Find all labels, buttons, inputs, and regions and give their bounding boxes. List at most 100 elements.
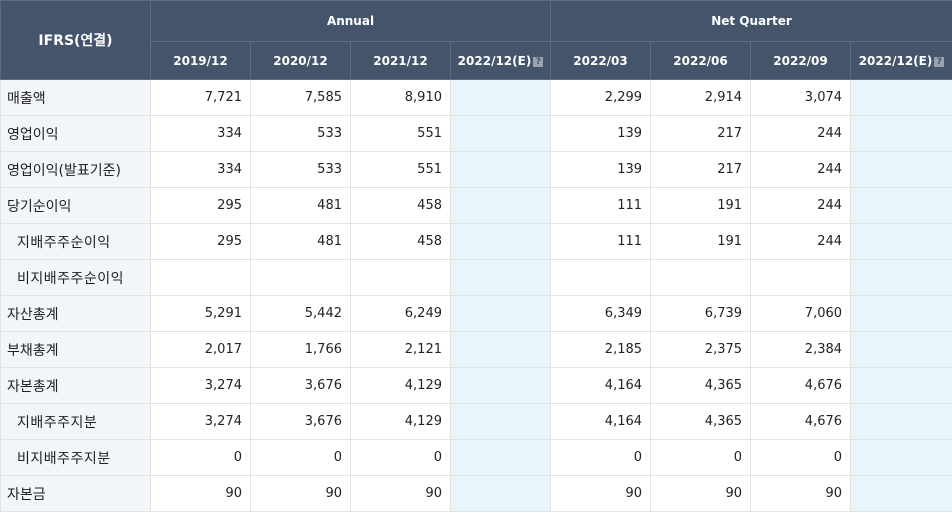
value-cell: 6,739	[650, 295, 752, 332]
value-cell: 0	[150, 439, 251, 476]
estimate-cell	[449, 151, 552, 188]
value-cell: 2,375	[650, 331, 752, 368]
net-quarter-group-header: Net Quarter	[550, 0, 952, 42]
period-header: 2020/12	[250, 41, 351, 80]
value-cell: 7,060	[750, 295, 852, 332]
period-header-estimate: 2022/12(E)?	[850, 41, 952, 80]
estimate-cell	[850, 223, 952, 260]
financial-summary-table: IFRS(연결) Annual Net Quarter 2019/12 2020…	[0, 0, 952, 512]
row-label: 자본총계	[0, 367, 151, 404]
row-label: 매출액	[0, 79, 151, 116]
estimate-cell	[449, 259, 552, 296]
value-cell: 90	[650, 475, 752, 512]
row-label: 자본금	[0, 475, 151, 512]
table-row: 영업이익(발표기준) 334 533 551 139 217 244	[0, 151, 952, 188]
value-cell: 6,249	[350, 295, 451, 332]
value-cell: 217	[650, 151, 752, 188]
value-cell: 551	[350, 115, 451, 152]
table-row: 비지배주주순이익	[0, 259, 952, 296]
value-cell: 0	[350, 439, 451, 476]
value-cell	[350, 259, 451, 296]
value-cell: 4,129	[350, 403, 451, 440]
value-cell: 2,185	[550, 331, 652, 368]
value-cell: 4,129	[350, 367, 451, 404]
question-icon[interactable]: ?	[934, 56, 945, 67]
value-cell: 3,274	[150, 403, 251, 440]
value-cell: 5,442	[250, 295, 351, 332]
value-cell	[750, 259, 852, 296]
value-cell: 244	[750, 223, 852, 260]
estimate-cell	[449, 187, 552, 224]
estimate-cell	[449, 475, 552, 512]
table-row: 당기순이익 295 481 458 111 191 244	[0, 187, 952, 224]
value-cell	[650, 259, 752, 296]
value-cell: 0	[550, 439, 652, 476]
row-label: 지배주주지분	[0, 403, 151, 440]
row-label: 지배주주순이익	[0, 223, 151, 260]
estimate-cell	[449, 331, 552, 368]
value-cell: 3,676	[250, 403, 351, 440]
estimate-cell	[449, 79, 552, 116]
value-cell: 334	[150, 115, 251, 152]
value-cell: 2,017	[150, 331, 251, 368]
estimate-cell	[449, 223, 552, 260]
annual-group-header: Annual	[149, 0, 552, 42]
row-label: 부채총계	[0, 331, 151, 368]
row-label: 영업이익	[0, 115, 151, 152]
table-row: 영업이익 334 533 551 139 217 244	[0, 115, 952, 152]
row-label: 비지배주주지분	[0, 439, 151, 476]
value-cell: 5,291	[150, 295, 251, 332]
period-header: 2019/12	[150, 41, 251, 80]
row-label: 영업이익(발표기준)	[0, 151, 151, 188]
value-cell: 4,676	[750, 367, 852, 404]
value-cell: 295	[150, 187, 251, 224]
value-cell: 139	[550, 115, 652, 152]
row-label: 자산총계	[0, 295, 151, 332]
value-cell: 334	[150, 151, 251, 188]
value-cell: 2,299	[550, 79, 652, 116]
value-cell: 217	[650, 115, 752, 152]
value-cell	[150, 259, 251, 296]
value-cell: 90	[150, 475, 251, 512]
estimate-cell	[850, 475, 952, 512]
value-cell: 90	[750, 475, 852, 512]
value-cell	[250, 259, 351, 296]
estimate-cell	[850, 295, 952, 332]
value-cell: 90	[350, 475, 451, 512]
value-cell: 4,164	[550, 403, 652, 440]
value-cell: 7,721	[150, 79, 251, 116]
table-body: 매출액 7,721 7,585 8,910 2,299 2,914 3,074 영업이익 334…	[0, 79, 952, 512]
value-cell: 7,585	[250, 79, 351, 116]
value-cell: 481	[250, 223, 351, 260]
value-cell: 551	[350, 151, 451, 188]
estimate-cell	[449, 115, 552, 152]
value-cell: 191	[650, 223, 752, 260]
value-cell: 0	[650, 439, 752, 476]
value-cell: 244	[750, 151, 852, 188]
value-cell	[550, 259, 652, 296]
row-label: 비지배주주순이익	[0, 259, 151, 296]
ifrs-corner-label: IFRS(연결)	[0, 0, 151, 80]
value-cell: 3,676	[250, 367, 351, 404]
value-cell: 533	[250, 151, 351, 188]
value-cell: 191	[650, 187, 752, 224]
value-cell: 0	[750, 439, 852, 476]
table-row: 자본금 90 90 90 90 90 90	[0, 475, 952, 512]
question-icon[interactable]: ?	[533, 56, 544, 67]
estimate-cell	[850, 187, 952, 224]
table-row: 자산총계 5,291 5,442 6,249 6,349 6,739 7,060	[0, 295, 952, 332]
value-cell: 8,910	[350, 79, 451, 116]
value-cell: 0	[250, 439, 351, 476]
value-cell: 6,349	[550, 295, 652, 332]
value-cell: 4,164	[550, 367, 652, 404]
estimate-cell	[850, 439, 952, 476]
value-cell: 2,914	[650, 79, 752, 116]
table-row: 지배주주순이익 295 481 458 111 191 244	[0, 223, 952, 260]
estimate-cell	[449, 403, 552, 440]
estimate-cell	[850, 151, 952, 188]
value-cell: 2,384	[750, 331, 852, 368]
value-cell: 244	[750, 115, 852, 152]
value-cell: 481	[250, 187, 351, 224]
estimate-cell	[449, 439, 552, 476]
value-cell: 4,676	[750, 403, 852, 440]
